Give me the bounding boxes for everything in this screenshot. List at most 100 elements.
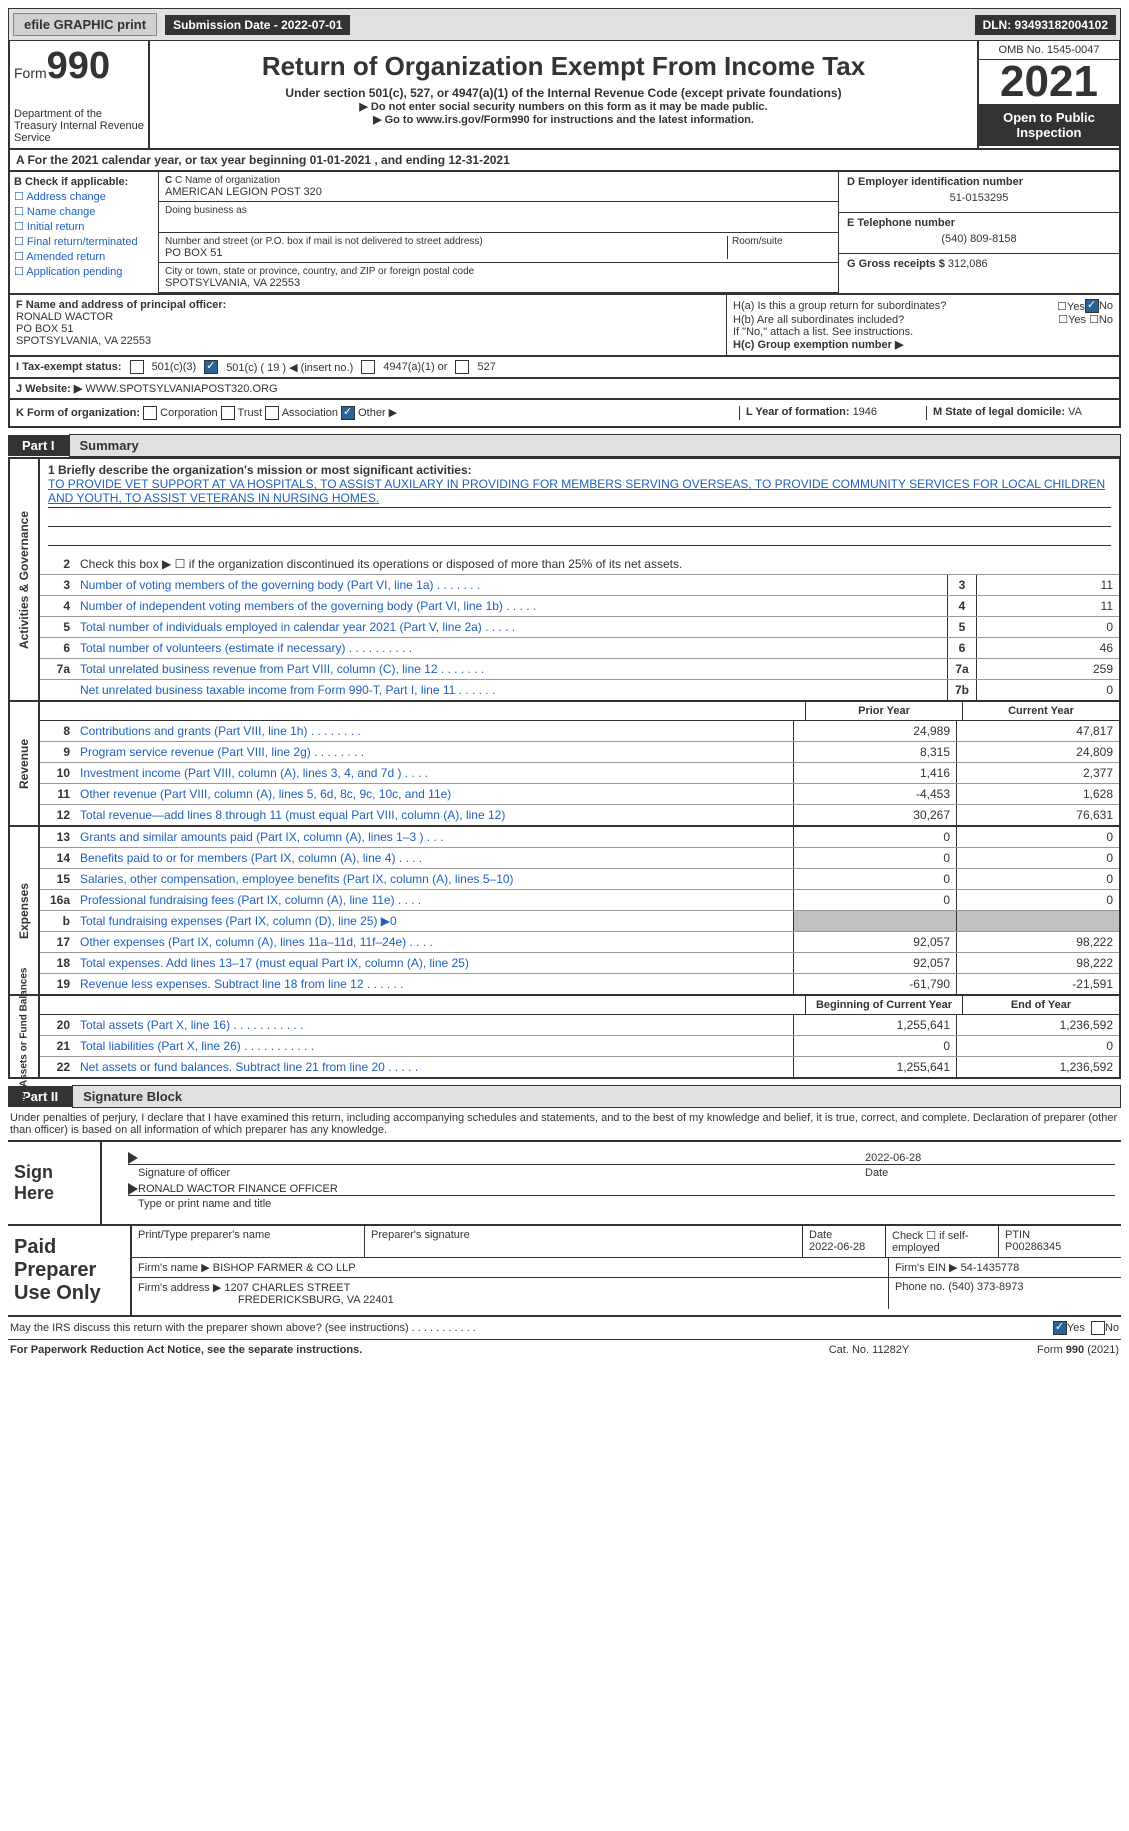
sign-block: Sign Here 2022-06-28 Signature of office… bbox=[8, 1142, 1121, 1226]
prep-name-label: Print/Type preparer's name bbox=[132, 1226, 365, 1257]
part2-header: Part II Signature Block bbox=[8, 1085, 1121, 1108]
subtitle-1: Under section 501(c), 527, or 4947(a)(1)… bbox=[156, 86, 971, 100]
side-rev: Revenue bbox=[17, 739, 31, 789]
org-name: AMERICAN LEGION POST 320 bbox=[165, 186, 832, 198]
chk-address-change[interactable]: ☐ Address change bbox=[14, 190, 154, 203]
chk-other[interactable] bbox=[341, 406, 355, 420]
row-k: K Form of organization: Corporation Trus… bbox=[8, 400, 1121, 428]
prep-sig-label: Preparer's signature bbox=[365, 1226, 803, 1257]
arrow-icon bbox=[128, 1183, 138, 1195]
ein-label: D Employer identification number bbox=[847, 176, 1111, 188]
begin-year-hdr: Beginning of Current Year bbox=[805, 996, 962, 1014]
ein-value: 51-0153295 bbox=[847, 188, 1111, 208]
firm-addr2: FREDERICKSBURG, VA 22401 bbox=[238, 1294, 394, 1306]
expenses-section: Expenses 13Grants and similar amounts pa… bbox=[8, 827, 1121, 996]
preparer-block: Paid Preparer Use Only Print/Type prepar… bbox=[8, 1226, 1121, 1317]
prior-year-hdr: Prior Year bbox=[805, 702, 962, 720]
form-number: 990 bbox=[47, 45, 110, 87]
officer-addr1: PO BOX 51 bbox=[16, 323, 720, 335]
firm-addr: 1207 CHARLES STREET bbox=[224, 1282, 350, 1294]
sign-here-label: Sign Here bbox=[8, 1142, 102, 1224]
org-city: SPOTSYLVANIA, VA 22553 bbox=[165, 277, 832, 289]
sig-officer-label: Signature of officer bbox=[138, 1167, 865, 1179]
form-990-label: Form 990 (2021) bbox=[969, 1344, 1119, 1356]
end-year-hdr: End of Year bbox=[962, 996, 1119, 1014]
prep-selfemp[interactable]: Check ☐ if self-employed bbox=[886, 1226, 999, 1257]
ha-label: H(a) Is this a group return for subordin… bbox=[733, 300, 1057, 312]
state-domicile: VA bbox=[1068, 406, 1082, 418]
mission-label: 1 Briefly describe the organization's mi… bbox=[48, 463, 1111, 477]
date-label: Date bbox=[865, 1167, 1115, 1179]
type-label: Type or print name and title bbox=[138, 1198, 1115, 1210]
row-a-tax-year: A For the 2021 calendar year, or tax yea… bbox=[8, 150, 1121, 172]
tax-year: 2021 bbox=[979, 60, 1119, 104]
arrow-icon bbox=[128, 1152, 138, 1164]
cat-no: Cat. No. 11282Y bbox=[769, 1344, 969, 1356]
entity-block: B Check if applicable: ☐ Address change … bbox=[8, 172, 1121, 295]
firm-ein: 54-1435778 bbox=[961, 1262, 1020, 1274]
efile-print-button[interactable]: efile GRAPHIC print bbox=[13, 13, 157, 36]
chk-trust[interactable] bbox=[221, 406, 235, 420]
addr-label: Number and street (or P.O. box if mail i… bbox=[165, 236, 727, 247]
discuss-row: May the IRS discuss this return with the… bbox=[8, 1317, 1121, 1339]
line2: Check this box ▶ ☐ if the organization d… bbox=[76, 554, 1119, 574]
chk-app-pending[interactable]: ☐ Application pending bbox=[14, 265, 154, 278]
ha-no-check bbox=[1085, 299, 1099, 313]
side-ag: Activities & Governance bbox=[17, 511, 31, 649]
chk-name-change[interactable]: ☐ Name change bbox=[14, 205, 154, 218]
top-bar: efile GRAPHIC print Submission Date - 20… bbox=[8, 8, 1121, 41]
officer-addr2: SPOTSYLVANIA, VA 22553 bbox=[16, 335, 720, 347]
side-na: Net Assets or Fund Balances bbox=[19, 968, 30, 1106]
hc-label: H(c) Group exemption number ▶ bbox=[733, 338, 1113, 351]
activities-governance: Activities & Governance 1 Briefly descri… bbox=[8, 457, 1121, 702]
hb-note: If "No," attach a list. See instructions… bbox=[733, 326, 1113, 338]
subtitle-2: ▶ Do not enter social security numbers o… bbox=[156, 100, 971, 113]
open-inspection: Open to Public Inspection bbox=[979, 104, 1119, 146]
officer-sig-name: RONALD WACTOR FINANCE OFFICER bbox=[138, 1183, 1115, 1195]
part1-header: Part I Summary bbox=[8, 434, 1121, 457]
form-label: Form bbox=[14, 65, 47, 81]
chk-4947[interactable] bbox=[361, 360, 375, 374]
penalties-text: Under penalties of perjury, I declare th… bbox=[8, 1108, 1121, 1142]
box-b-label: B Check if applicable: bbox=[14, 176, 154, 188]
discuss-no[interactable] bbox=[1091, 1321, 1105, 1335]
chk-amended[interactable]: ☐ Amended return bbox=[14, 250, 154, 263]
chk-501c[interactable] bbox=[204, 360, 218, 374]
prep-date: 2022-06-28 bbox=[809, 1241, 865, 1253]
org-address: PO BOX 51 bbox=[165, 247, 727, 259]
submission-date: Submission Date - 2022-07-01 bbox=[165, 15, 350, 35]
phone-label: E Telephone number bbox=[847, 217, 1111, 229]
website-url[interactable]: WWW.SPOTSYLVANIAPOST320.ORG bbox=[85, 383, 277, 395]
goto-link[interactable]: ▶ Go to www.irs.gov/Form990 for instruct… bbox=[373, 114, 754, 126]
mission-text: TO PROVIDE VET SUPPORT AT VA HOSPITALS, … bbox=[48, 477, 1111, 508]
firm-phone: (540) 373-8973 bbox=[948, 1281, 1023, 1293]
net-assets-section: Net Assets or Fund Balances Beginning of… bbox=[8, 996, 1121, 1079]
row-j: J Website: ▶ WWW.SPOTSYLVANIAPOST320.ORG bbox=[8, 379, 1121, 400]
city-label: City or town, state or province, country… bbox=[165, 266, 832, 277]
officer-name: RONALD WACTOR bbox=[16, 311, 720, 323]
chk-501c3[interactable] bbox=[130, 360, 144, 374]
chk-527[interactable] bbox=[455, 360, 469, 374]
current-year-hdr: Current Year bbox=[962, 702, 1119, 720]
chk-assoc[interactable] bbox=[265, 406, 279, 420]
chk-final-return[interactable]: ☐ Final return/terminated bbox=[14, 235, 154, 248]
year-formation: 1946 bbox=[853, 406, 877, 418]
phone-value: (540) 809-8158 bbox=[847, 229, 1111, 249]
dln: DLN: 93493182004102 bbox=[975, 15, 1116, 35]
gross-value: 312,086 bbox=[948, 258, 988, 270]
c-name-label: C Name of organization bbox=[175, 175, 280, 186]
chk-corp[interactable] bbox=[143, 406, 157, 420]
dba-label: Doing business as bbox=[165, 205, 832, 216]
sig-date: 2022-06-28 bbox=[865, 1152, 1115, 1164]
ptin: P00286345 bbox=[1005, 1241, 1061, 1253]
form-title: Return of Organization Exempt From Incom… bbox=[156, 51, 971, 82]
discuss-yes[interactable] bbox=[1053, 1321, 1067, 1335]
side-exp: Expenses bbox=[17, 883, 31, 939]
form-header: Form990 Department of the Treasury Inter… bbox=[8, 41, 1121, 150]
row-i: I Tax-exempt status: 501(c)(3) 501(c) ( … bbox=[8, 357, 1121, 379]
room-label: Room/suite bbox=[732, 236, 832, 247]
gross-label: G Gross receipts $ bbox=[847, 258, 945, 270]
chk-initial-return[interactable]: ☐ Initial return bbox=[14, 220, 154, 233]
prep-label: Paid Preparer Use Only bbox=[8, 1226, 132, 1315]
hb-label: H(b) Are all subordinates included? bbox=[733, 314, 1058, 326]
